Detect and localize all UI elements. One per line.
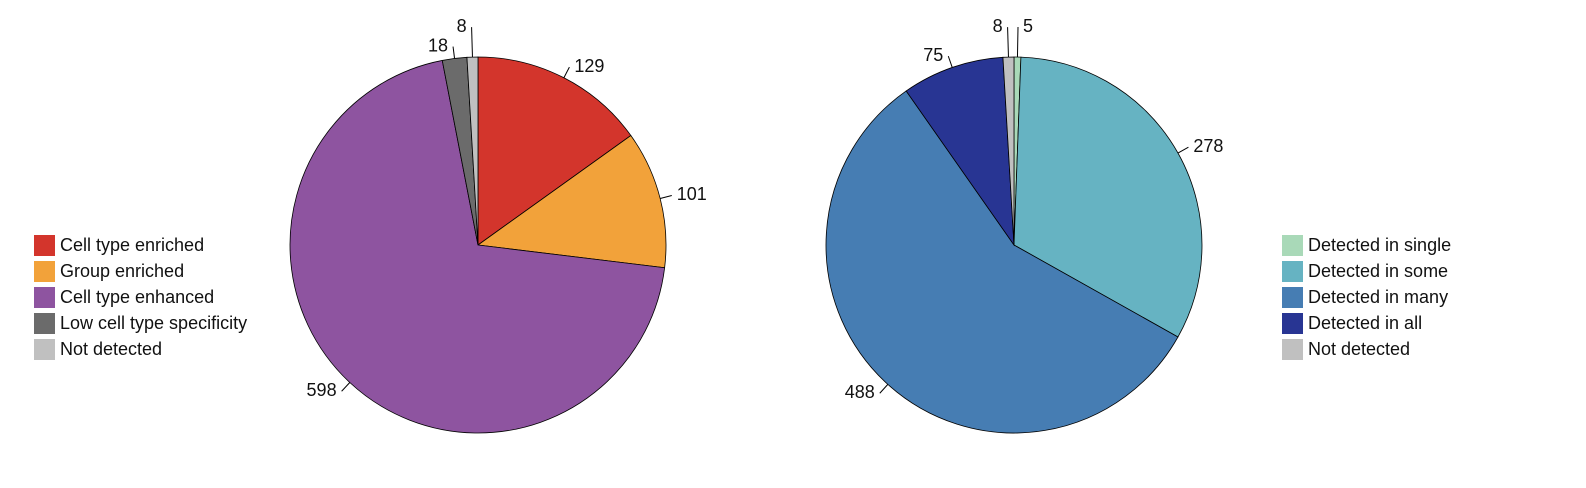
legend-swatch [1282, 313, 1303, 334]
leader-line [1177, 146, 1189, 154]
leader-line [879, 384, 889, 394]
data-label: 101 [677, 184, 707, 204]
legend-label: Detected in all [1308, 313, 1422, 333]
legend-label: Cell type enhanced [60, 287, 214, 307]
legend-label: Low cell type specificity [60, 313, 247, 333]
leader-line [341, 382, 351, 392]
data-label: 8 [993, 16, 1003, 36]
legend-label: Detected in some [1308, 261, 1448, 281]
data-label: 75 [923, 45, 943, 65]
data-label: 8 [457, 16, 467, 36]
data-label: 18 [428, 35, 448, 55]
legend-label: Not detected [60, 339, 162, 359]
pie-slice [476, 134, 667, 269]
legend-swatch [1282, 235, 1303, 256]
leader-line [452, 46, 456, 59]
legend-swatch [34, 339, 55, 360]
legend-label: Not detected [1308, 339, 1410, 359]
data-label: 598 [307, 380, 337, 400]
leader-line [660, 195, 672, 199]
data-label: 129 [574, 56, 604, 76]
legend-swatch [34, 235, 55, 256]
data-label: 5 [1023, 16, 1033, 36]
data-label: 488 [845, 382, 875, 402]
leader-line [947, 55, 953, 68]
legend-label: Detected in single [1308, 235, 1451, 255]
leader-line [1016, 27, 1019, 58]
legend-swatch [34, 261, 55, 282]
leader-line [563, 66, 570, 79]
pie-slice [466, 56, 479, 246]
pie-slice [289, 59, 666, 434]
pie-slice [1013, 56, 1203, 338]
legend-label: Detected in many [1308, 287, 1448, 307]
legend-swatch [34, 313, 55, 334]
legend-label: Cell type enriched [60, 235, 204, 255]
leader-line [1007, 27, 1009, 58]
legend-swatch [1282, 339, 1303, 360]
legend-swatch [34, 287, 55, 308]
data-label: 278 [1193, 136, 1223, 156]
legend-swatch [1282, 287, 1303, 308]
leader-line [471, 27, 473, 58]
legend-label: Group enriched [60, 261, 184, 281]
legend-swatch [1282, 261, 1303, 282]
